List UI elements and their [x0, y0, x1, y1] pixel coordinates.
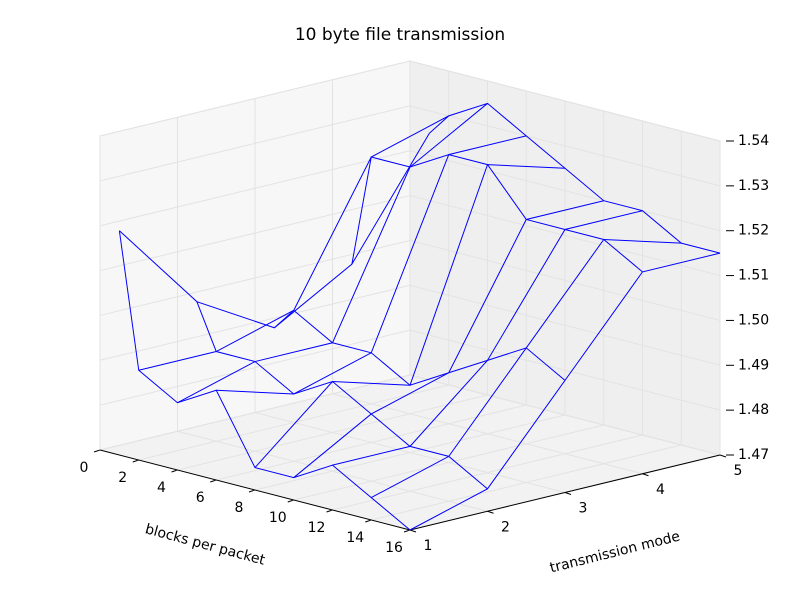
z-tick-label: 1.49 [738, 357, 769, 373]
tick-mark [642, 473, 649, 477]
grid-line [409, 329, 721, 411]
x-tick-label: 4 [157, 480, 166, 496]
grid-line [99, 105, 411, 182]
grid-line [99, 329, 411, 406]
z-tick-label: 1.47 [738, 447, 769, 463]
x-tick-label: 16 [385, 540, 403, 556]
x-tick-label: 8 [235, 500, 244, 516]
y-tick-label: 5 [734, 463, 743, 479]
grid-line [99, 284, 411, 361]
x-tick-label: 6 [196, 490, 205, 506]
wire-column [293, 200, 604, 478]
tick-mark [132, 459, 139, 463]
y-tick-label: 2 [501, 519, 510, 535]
grid-line [409, 105, 721, 187]
grid-line [99, 60, 411, 137]
z-tick-label: 1.51 [738, 268, 769, 284]
y-tick-label: 3 [579, 501, 588, 517]
tick-mark [326, 509, 333, 513]
x-tick-label: 14 [346, 530, 364, 546]
wire-column [119, 133, 430, 329]
z-tick-label: 1.53 [738, 178, 769, 194]
grid-line [409, 60, 721, 142]
tick-mark [93, 449, 101, 453]
x-tick-label: 10 [269, 510, 287, 526]
wire-column [409, 252, 721, 531]
axis-line [409, 454, 721, 531]
chart-title: 10 byte file transmission [295, 25, 505, 45]
z-tick-label: 1.50 [738, 312, 769, 328]
z-tick-label: 1.54 [738, 133, 769, 149]
tick-mark [719, 454, 727, 458]
tick-mark [287, 499, 294, 503]
grid-line [409, 284, 721, 366]
wire-column [177, 103, 488, 404]
z-tick-label: 1.48 [738, 402, 769, 418]
tick-mark [403, 529, 411, 533]
tick-mark [248, 489, 256, 493]
wire-column [216, 135, 527, 395]
y-axis-label: transmission mode [548, 529, 681, 577]
grid-line [99, 195, 411, 272]
x-tick-label: 12 [308, 520, 326, 536]
grid-line [177, 430, 488, 512]
wire-column [371, 238, 682, 499]
wire-column [254, 164, 566, 468]
y-tick-label: 1 [424, 538, 433, 554]
tick-mark [365, 519, 372, 523]
x-tick-label: 2 [118, 470, 127, 486]
grid-line [254, 412, 566, 493]
z-tick-label: 1.52 [738, 223, 769, 239]
tick-mark [487, 510, 494, 514]
grid-line [409, 150, 721, 232]
grid-line [99, 374, 411, 451]
axis-line [99, 449, 411, 531]
tick-mark [564, 492, 572, 495]
grid-line [409, 195, 721, 277]
x-tick-label: 0 [80, 460, 89, 476]
grid-line [409, 239, 721, 321]
wire-column [332, 210, 643, 466]
tick-mark [409, 529, 417, 533]
y-tick-label: 4 [656, 482, 665, 498]
tick-mark [210, 479, 217, 483]
grid-line [99, 150, 411, 227]
tick-mark [171, 469, 178, 473]
x-axis-label: blocks per packet [143, 521, 267, 569]
wire-column [138, 115, 449, 371]
